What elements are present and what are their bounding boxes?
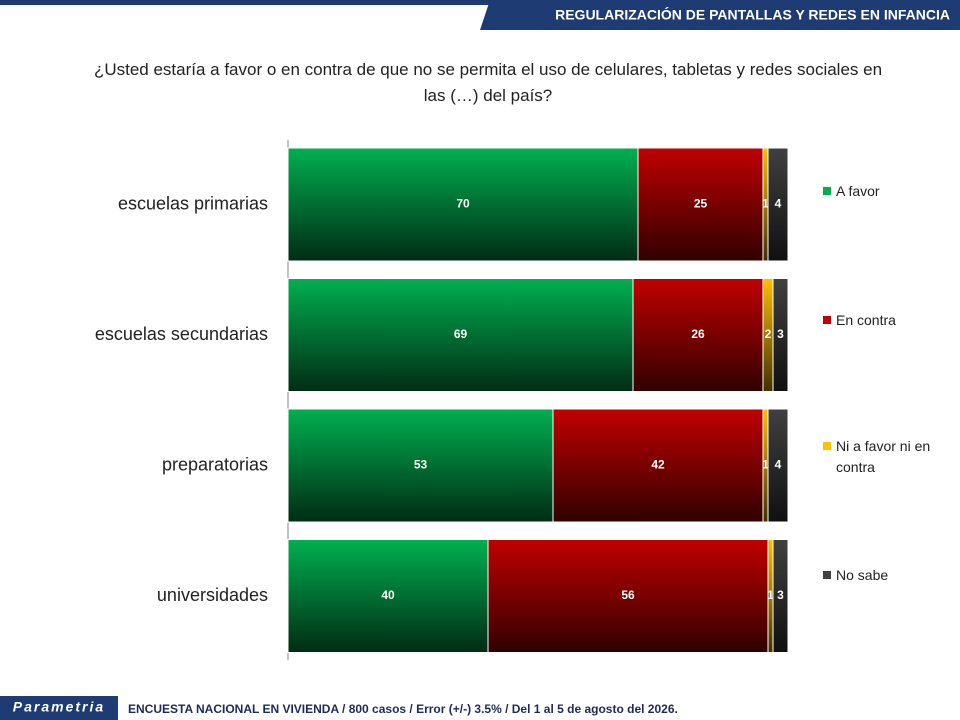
value-label: 40 (381, 588, 395, 602)
chart-title: ¿Usted estaría a favor o en contra de qu… (94, 60, 882, 105)
value-label: 56 (621, 588, 635, 602)
value-label: 53 (414, 458, 428, 472)
legend-swatch (823, 316, 831, 324)
logo: Parametria (13, 699, 105, 715)
top-band (0, 0, 960, 5)
category-label: preparatorias (162, 454, 268, 474)
value-label: 42 (651, 458, 665, 472)
footer-note: ENCUESTA NACIONAL EN VIVIENDA / 800 caso… (128, 702, 678, 716)
value-label: 70 (456, 197, 470, 211)
legend-label: En contra (836, 312, 896, 328)
legend-label: A favor (836, 183, 880, 199)
value-label: 69 (454, 327, 468, 341)
bar-segment (287, 539, 489, 653)
legend-item: No sabe (823, 565, 933, 586)
legend-item: Ni a favor ni en contra (823, 436, 933, 478)
bar-segment (287, 408, 554, 523)
logo-box (0, 696, 118, 720)
bar-segment (767, 147, 789, 262)
legend-swatch (823, 571, 831, 579)
value-label: 4 (775, 458, 782, 472)
bar-segment (772, 539, 789, 653)
value-label: 1 (762, 458, 769, 472)
bar-segment (287, 278, 634, 392)
bar-segment (487, 539, 769, 653)
bar-segment (772, 278, 789, 392)
bar-segment (767, 408, 789, 523)
title-band (480, 0, 960, 30)
value-label: 2 (765, 327, 772, 341)
header-title: REGULARIZACIÓN DE PANTALLAS Y REDES EN I… (555, 6, 950, 23)
legend-item: A favor (823, 181, 933, 202)
legend-label: Ni a favor ni en contra (836, 438, 931, 475)
legend-item: En contra (823, 310, 933, 331)
legend-swatch (823, 442, 831, 450)
value-label: 4 (775, 197, 782, 211)
value-label: 3 (777, 588, 784, 602)
value-label: 1 (762, 197, 769, 211)
legend-swatch (823, 187, 831, 195)
value-label: 3 (777, 327, 784, 341)
value-label: 26 (691, 327, 705, 341)
bar-segment (287, 147, 639, 262)
bar-segment (632, 278, 764, 392)
value-label: 25 (694, 197, 708, 211)
value-label: 1 (767, 588, 774, 602)
bar-segment (552, 408, 764, 523)
category-label: escuelas primarias (118, 193, 268, 213)
category-label: universidades (157, 585, 268, 605)
legend-label: No sabe (836, 567, 889, 583)
category-label: escuelas secundarias (95, 324, 268, 344)
